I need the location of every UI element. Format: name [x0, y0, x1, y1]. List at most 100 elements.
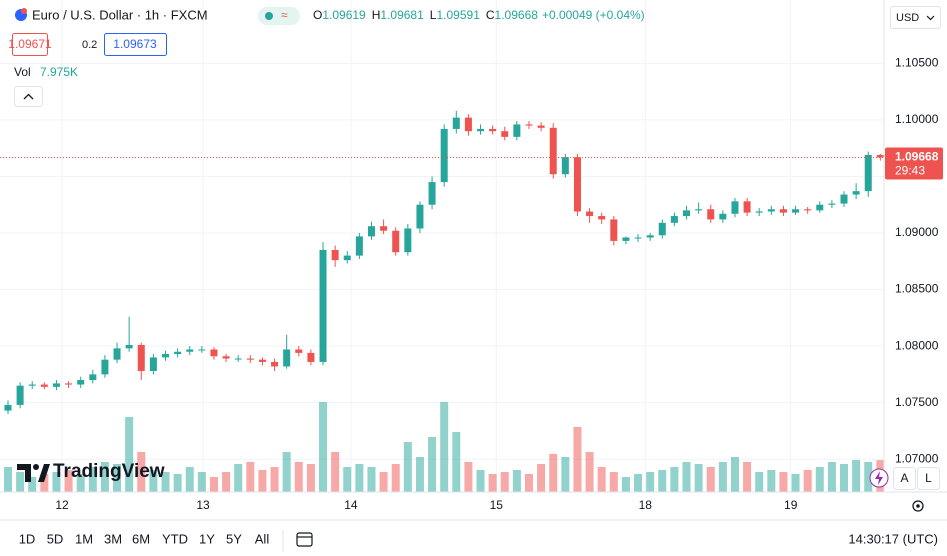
range-button[interactable]: All — [255, 531, 270, 546]
settings-icon[interactable] — [912, 500, 924, 512]
volume-bar — [670, 467, 679, 492]
volume-bar — [512, 470, 521, 492]
volume-bar — [209, 477, 218, 492]
calendar-icon[interactable] — [296, 532, 313, 547]
branding: TradingView A L — [17, 461, 940, 512]
volume-bar — [88, 467, 97, 492]
volume-bar — [464, 462, 473, 492]
volume-bar — [76, 474, 85, 492]
ask-box[interactable] — [104, 33, 167, 56]
volume-bar — [524, 474, 533, 492]
volume-title: Vol — [14, 65, 31, 79]
candle-body — [464, 117, 472, 132]
logo-text: TradingView — [53, 461, 165, 482]
candle-body — [416, 204, 424, 229]
log-scale-button[interactable] — [917, 467, 940, 490]
range-button[interactable]: 3M — [104, 531, 122, 546]
volume-bar — [403, 442, 412, 492]
x-tick-label: 14 — [344, 498, 358, 512]
volume-bar — [646, 472, 655, 492]
log-scale-label: L — [925, 471, 932, 485]
candle-body — [477, 128, 485, 132]
volume-bar — [270, 467, 279, 492]
range-button[interactable]: 1Y — [199, 531, 215, 546]
lightning-icon — [875, 471, 883, 485]
volume-bar — [561, 457, 570, 492]
candle-body — [707, 209, 715, 220]
candle-body — [283, 349, 291, 367]
volume-bar — [113, 464, 122, 492]
volume-bar — [488, 474, 497, 492]
volume-bar — [767, 470, 776, 492]
volume-value: 7.975K — [40, 65, 78, 79]
x-tick-label: 15 — [490, 498, 504, 512]
volume-bar — [658, 470, 667, 492]
volume-bar — [331, 452, 340, 492]
currency-button[interactable] — [890, 6, 941, 29]
logo-mark-v — [38, 464, 50, 482]
spread: 0.2 — [82, 39, 97, 51]
volume-bar — [28, 477, 37, 492]
volume-bar — [125, 417, 134, 492]
volume-layer — [3, 402, 885, 492]
auto-scale-button[interactable] — [893, 467, 916, 490]
volume-bar — [573, 427, 582, 492]
volume-bar — [343, 467, 352, 492]
candle-body — [258, 359, 266, 362]
x-tick-label: 19 — [784, 498, 798, 512]
range-button[interactable]: 1M — [75, 531, 93, 546]
market-status[interactable] — [258, 7, 300, 25]
candle-body — [101, 359, 109, 375]
volume-bar — [549, 454, 558, 492]
candle-body — [670, 216, 678, 223]
candle-body — [852, 191, 860, 195]
range-button[interactable]: 5D — [47, 531, 64, 546]
candle-body — [816, 204, 824, 211]
logo-mark-dot — [33, 464, 39, 470]
collapse-chevron — [23, 93, 34, 100]
bid-price: 1.09671 — [8, 37, 52, 51]
volume-bar — [185, 467, 194, 492]
volume-bar — [52, 472, 61, 492]
volume-bar — [840, 464, 849, 492]
volume-bar — [791, 474, 800, 492]
candle-body — [573, 157, 581, 212]
candle-body — [404, 228, 412, 253]
candle-body — [16, 385, 24, 405]
candle-body — [489, 128, 497, 132]
candle-body — [307, 352, 315, 362]
range-button[interactable]: YTD — [162, 531, 188, 546]
market-wave: ≈ — [281, 8, 288, 22]
bid-box[interactable] — [12, 33, 48, 56]
volume-bar — [743, 462, 752, 492]
candle-body — [234, 358, 242, 360]
collapse-button[interactable] — [14, 86, 43, 107]
ohlc-value: 1.09681 — [380, 8, 424, 22]
ohlc-value: 1.09668 — [495, 8, 539, 22]
volume-bar — [634, 474, 643, 492]
x-tick-label: 12 — [55, 498, 69, 512]
candle-body — [4, 404, 12, 411]
volume-bar — [282, 452, 291, 492]
candle-body — [77, 380, 85, 385]
axis-layer: 1.070001.075001.080001.085001.090001.095… — [55, 56, 943, 512]
volume-bar — [452, 432, 461, 492]
candle-body — [210, 349, 218, 357]
candle-body — [828, 203, 836, 205]
candle-body — [622, 237, 630, 241]
candle-body — [683, 210, 691, 217]
volume-bar — [415, 457, 424, 492]
volume-bar — [367, 467, 376, 492]
volume-bar — [537, 464, 546, 492]
y-tick-label: 1.07500 — [895, 395, 939, 409]
range-button[interactable]: 6M — [132, 531, 150, 546]
volume-bar — [694, 464, 703, 492]
volume-bar — [294, 462, 303, 492]
candle-body — [198, 349, 206, 351]
range-button[interactable]: 1D — [19, 531, 36, 546]
range-button[interactable]: 5Y — [226, 531, 242, 546]
candle-body — [876, 154, 884, 158]
candle-body — [52, 383, 60, 387]
volume-bar — [621, 477, 630, 492]
